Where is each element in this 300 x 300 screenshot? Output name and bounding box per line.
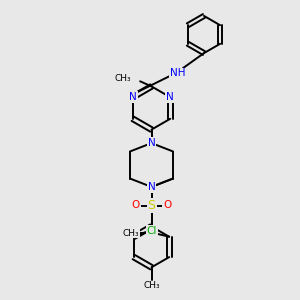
Text: N: N [148,182,155,192]
Text: NH: NH [170,68,186,79]
Text: O: O [163,200,171,211]
Text: CH₃: CH₃ [122,229,139,238]
Text: S: S [148,199,155,212]
Text: Cl: Cl [147,226,157,236]
Text: CH₃: CH₃ [115,74,131,83]
Text: N: N [166,92,174,102]
Text: N: N [148,138,155,148]
Text: O: O [148,228,157,238]
Text: N: N [129,92,137,102]
Text: CH₃: CH₃ [143,281,160,290]
Text: O: O [132,200,140,211]
